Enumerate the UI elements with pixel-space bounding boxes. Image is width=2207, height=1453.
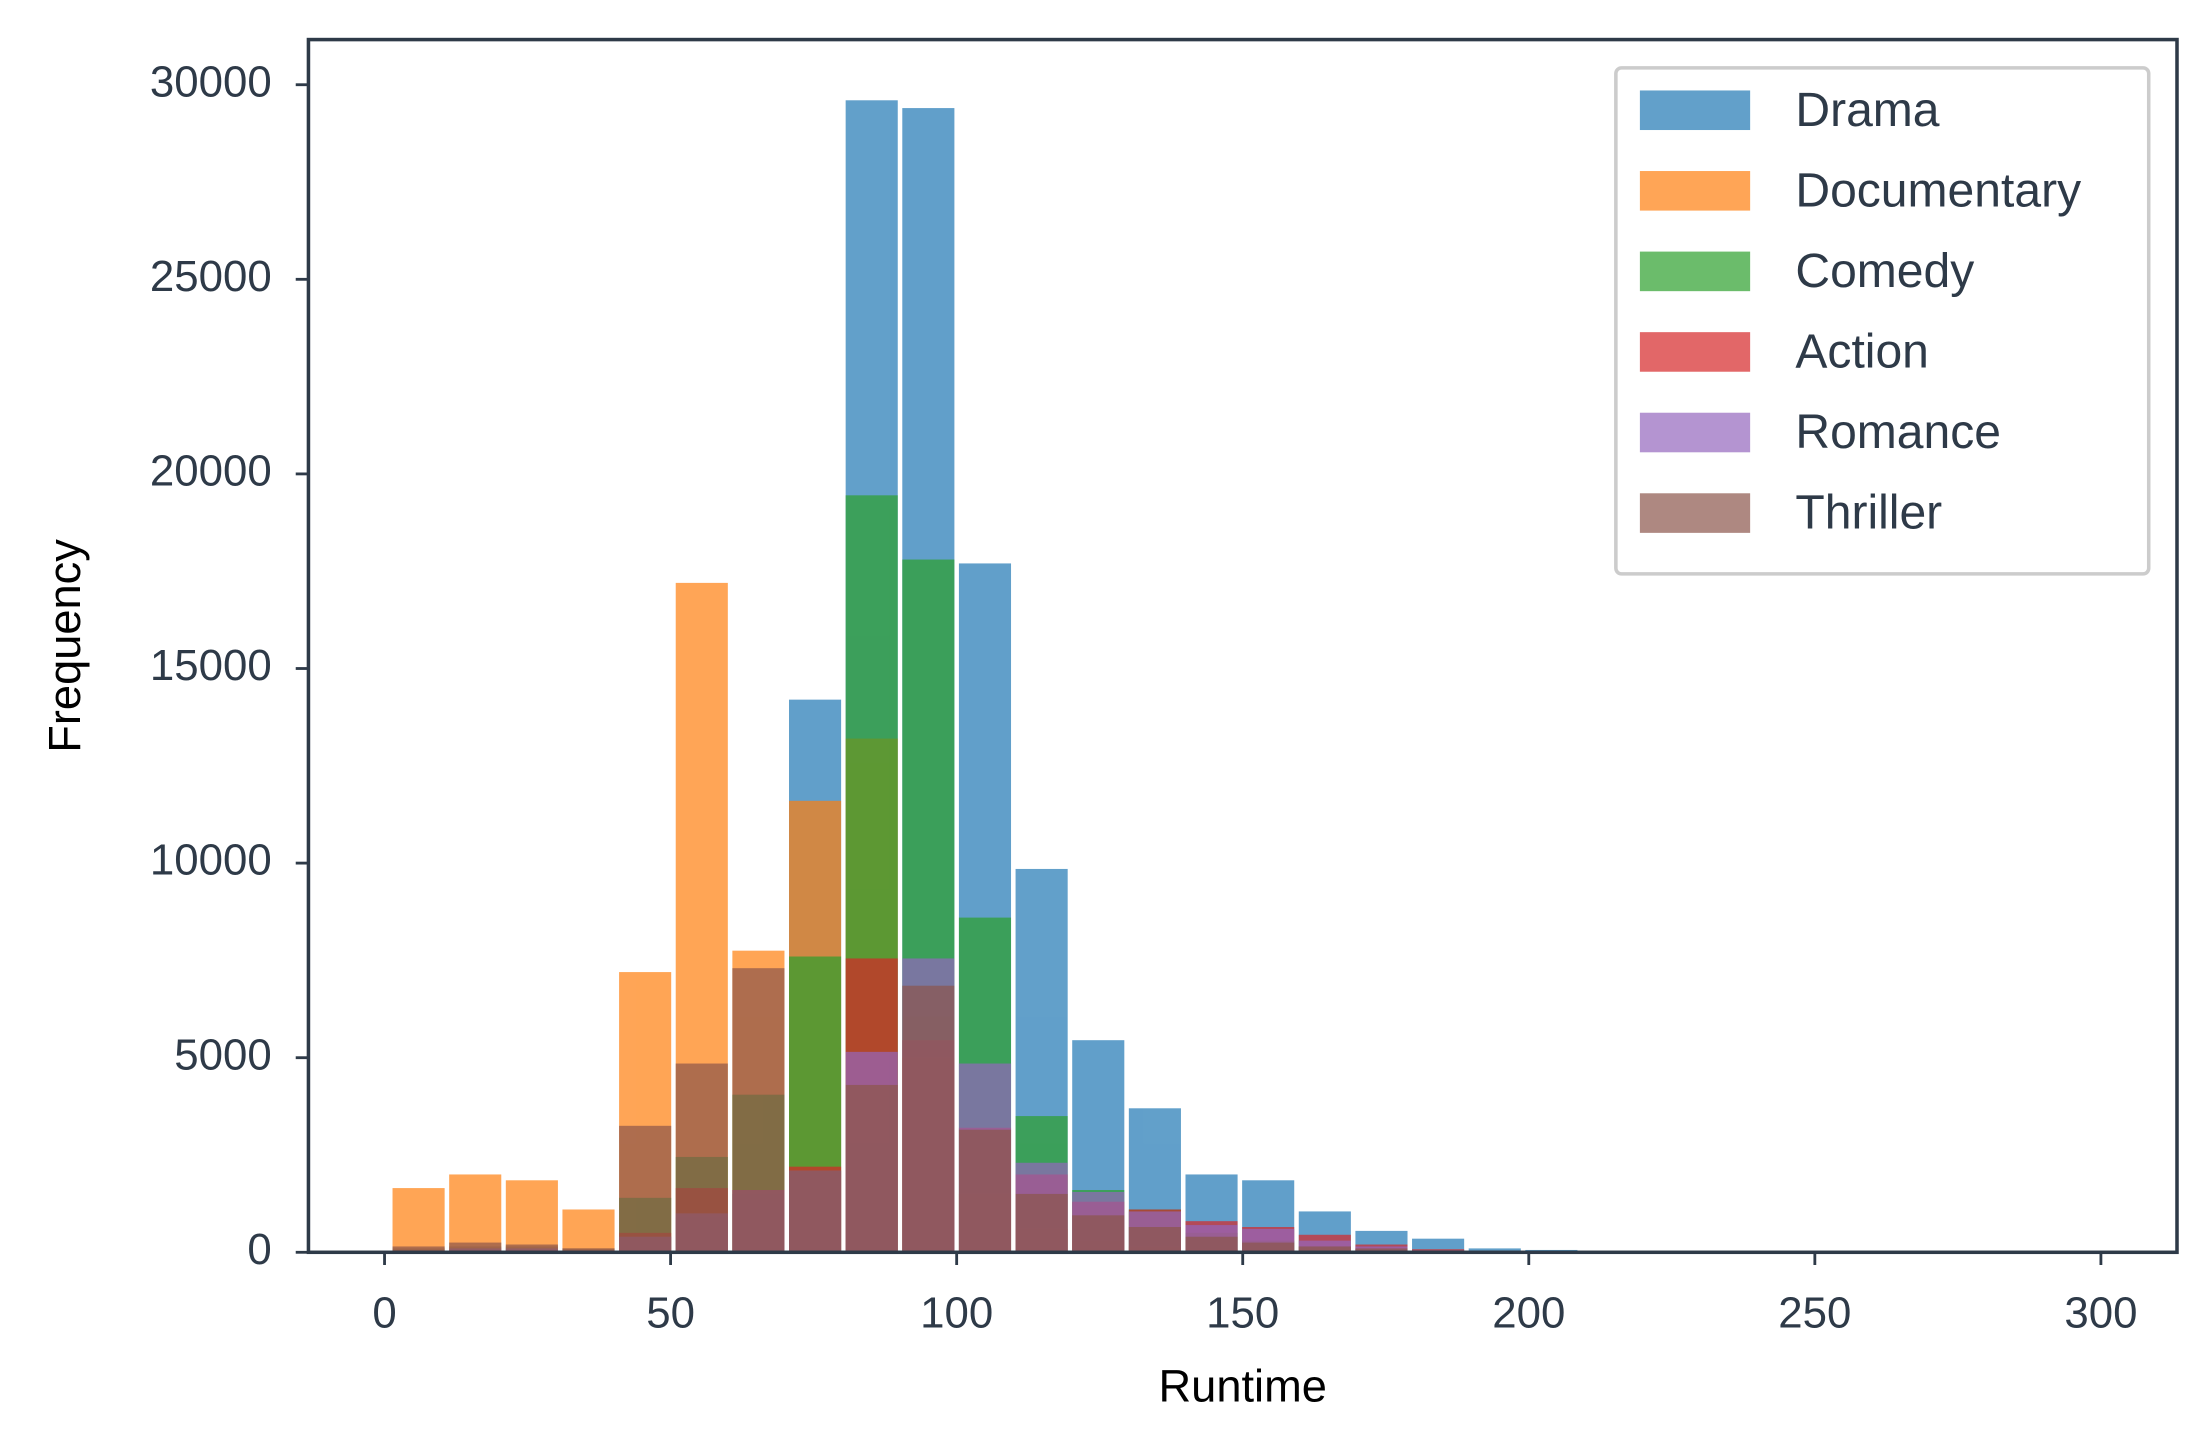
bar — [958, 1129, 1012, 1253]
x-axis-label: Runtime — [1159, 1360, 1327, 1411]
y-tick-label: 25000 — [150, 252, 272, 301]
legend-label: Documentary — [1795, 164, 2081, 217]
bar — [562, 1248, 615, 1253]
bar — [449, 1242, 502, 1253]
y-tick-label: 30000 — [150, 57, 272, 106]
bar — [1128, 1226, 1181, 1253]
bar — [732, 968, 785, 1253]
y-tick-label: 5000 — [174, 1030, 271, 1079]
bar — [845, 1084, 898, 1253]
bar — [562, 1209, 615, 1253]
legend-swatch — [1639, 90, 1751, 131]
y-tick-label: 15000 — [150, 641, 272, 690]
bar — [1072, 1215, 1125, 1253]
legend-label: Thriller — [1795, 487, 1942, 540]
bar — [1468, 1248, 1521, 1253]
legend-label: Action — [1795, 325, 1929, 378]
legend-label: Romance — [1795, 406, 2001, 459]
x-tick-label: 250 — [1778, 1288, 1851, 1337]
bar — [1015, 1193, 1068, 1253]
x-tick-label: 200 — [1492, 1288, 1565, 1337]
bar — [902, 985, 955, 1253]
y-tick-label: 20000 — [150, 446, 272, 495]
bar — [505, 1244, 558, 1253]
legend-swatch — [1639, 412, 1751, 453]
bar — [1185, 1236, 1238, 1253]
bar — [1298, 1246, 1351, 1253]
bar — [1242, 1242, 1295, 1253]
legend-swatch — [1639, 171, 1751, 211]
bar — [675, 1063, 728, 1253]
bar — [449, 1174, 502, 1253]
bar — [619, 1125, 672, 1253]
bar — [392, 1246, 445, 1253]
bar — [1355, 1248, 1408, 1253]
bar — [1412, 1238, 1465, 1253]
x-tick-label: 300 — [2064, 1288, 2137, 1337]
x-tick-label: 50 — [646, 1288, 695, 1337]
bar — [505, 1180, 558, 1253]
y-tick-label: 10000 — [150, 836, 272, 885]
legend: Drama Documentary Comedy Action Romance Thril… — [1614, 66, 2151, 576]
series — [392, 100, 1748, 1253]
legend-label: Comedy — [1795, 245, 1974, 298]
x-tick-label: 150 — [1206, 1288, 1279, 1337]
legend-swatch — [1639, 493, 1751, 533]
legend-label: Drama — [1795, 84, 1939, 137]
y-tick-label: 0 — [247, 1225, 271, 1274]
x-tick-label: 0 — [372, 1288, 396, 1337]
bar — [392, 1188, 445, 1253]
legend-swatch — [1639, 332, 1751, 372]
y-axis-label: Frequency — [39, 539, 90, 753]
bar — [789, 1170, 842, 1253]
legend-swatch — [1639, 251, 1751, 292]
x-tick-label: 100 — [920, 1288, 993, 1337]
series — [392, 968, 1578, 1253]
